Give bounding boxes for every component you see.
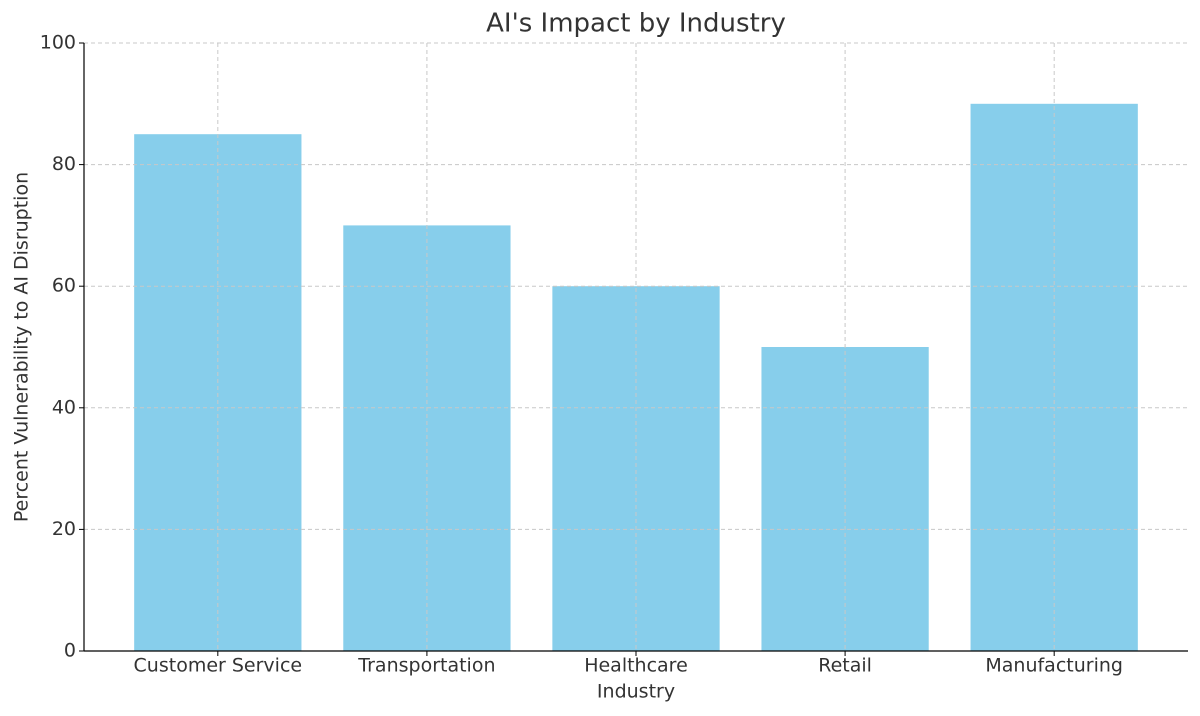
x-tick-label: Transportation xyxy=(357,655,495,677)
x-axis-label: Industry xyxy=(597,681,675,703)
y-axis-label: Percent Vulnerability to AI Disruption xyxy=(11,172,33,522)
chart-title: AI's Impact by Industry xyxy=(486,9,786,39)
bar xyxy=(970,103,1138,652)
y-tick-label: 20 xyxy=(52,518,76,540)
x-tick-label: Customer Service xyxy=(134,655,303,677)
y-tick-label: 100 xyxy=(40,32,76,54)
x-tick-label: Healthcare xyxy=(584,655,688,677)
x-tick-label: Retail xyxy=(818,655,872,677)
y-tick-label: 0 xyxy=(64,640,76,662)
y-tick-label: 40 xyxy=(52,396,76,418)
y-tick-label: 60 xyxy=(52,275,76,297)
y-tick-label: 80 xyxy=(52,153,76,175)
x-tick-label: Manufacturing xyxy=(985,655,1123,677)
